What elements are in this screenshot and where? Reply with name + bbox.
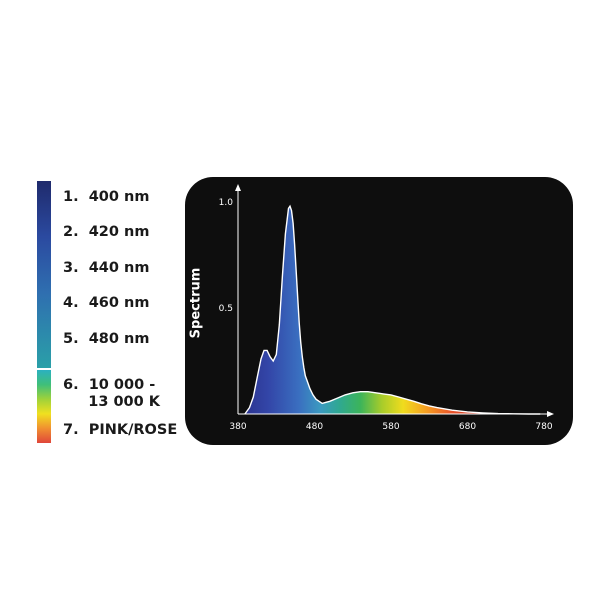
spectrum-area xyxy=(244,206,541,414)
x-tick-labels: 380 480 580 680 780 xyxy=(229,422,552,432)
legend-item-400nm: 1. 400 nm xyxy=(63,189,150,205)
spectrum-line xyxy=(244,204,541,415)
legend-color-bar xyxy=(37,181,51,443)
x-tick-label: 480 xyxy=(306,422,323,432)
x-tick-label: 680 xyxy=(459,422,476,432)
legend-item-480nm: 5. 480 nm xyxy=(63,331,150,347)
x-tick-label: 580 xyxy=(382,422,399,432)
spectrum-chart: 380 480 580 680 780 0.5 1.0 xyxy=(219,184,554,432)
y-axis-arrow xyxy=(235,184,241,191)
legend-warm-segment xyxy=(37,370,51,443)
legend-item-10000k: 6. 10 000 - 13 000 K xyxy=(63,377,161,410)
legend-item-460nm: 4. 460 nm xyxy=(63,295,150,311)
y-tick-label: 1.0 xyxy=(219,198,234,208)
legend-item-pink-rose: 7. PINK/ROSE xyxy=(63,422,178,438)
legend-item-440nm: 3. 440 nm xyxy=(63,260,150,276)
legend-item-420nm: 2. 420 nm xyxy=(63,224,150,240)
y-tick-label: 0.5 xyxy=(219,304,233,314)
y-tick-labels: 0.5 1.0 xyxy=(219,198,234,314)
y-axis-label: Spectrum xyxy=(188,267,204,339)
legend-blue-segment xyxy=(37,181,51,368)
chart-panel: 380 480 580 680 780 0.5 1.0 xyxy=(185,177,573,445)
x-tick-label: 780 xyxy=(535,422,552,432)
x-axis-arrow xyxy=(547,411,554,417)
x-tick-label: 380 xyxy=(229,422,246,432)
